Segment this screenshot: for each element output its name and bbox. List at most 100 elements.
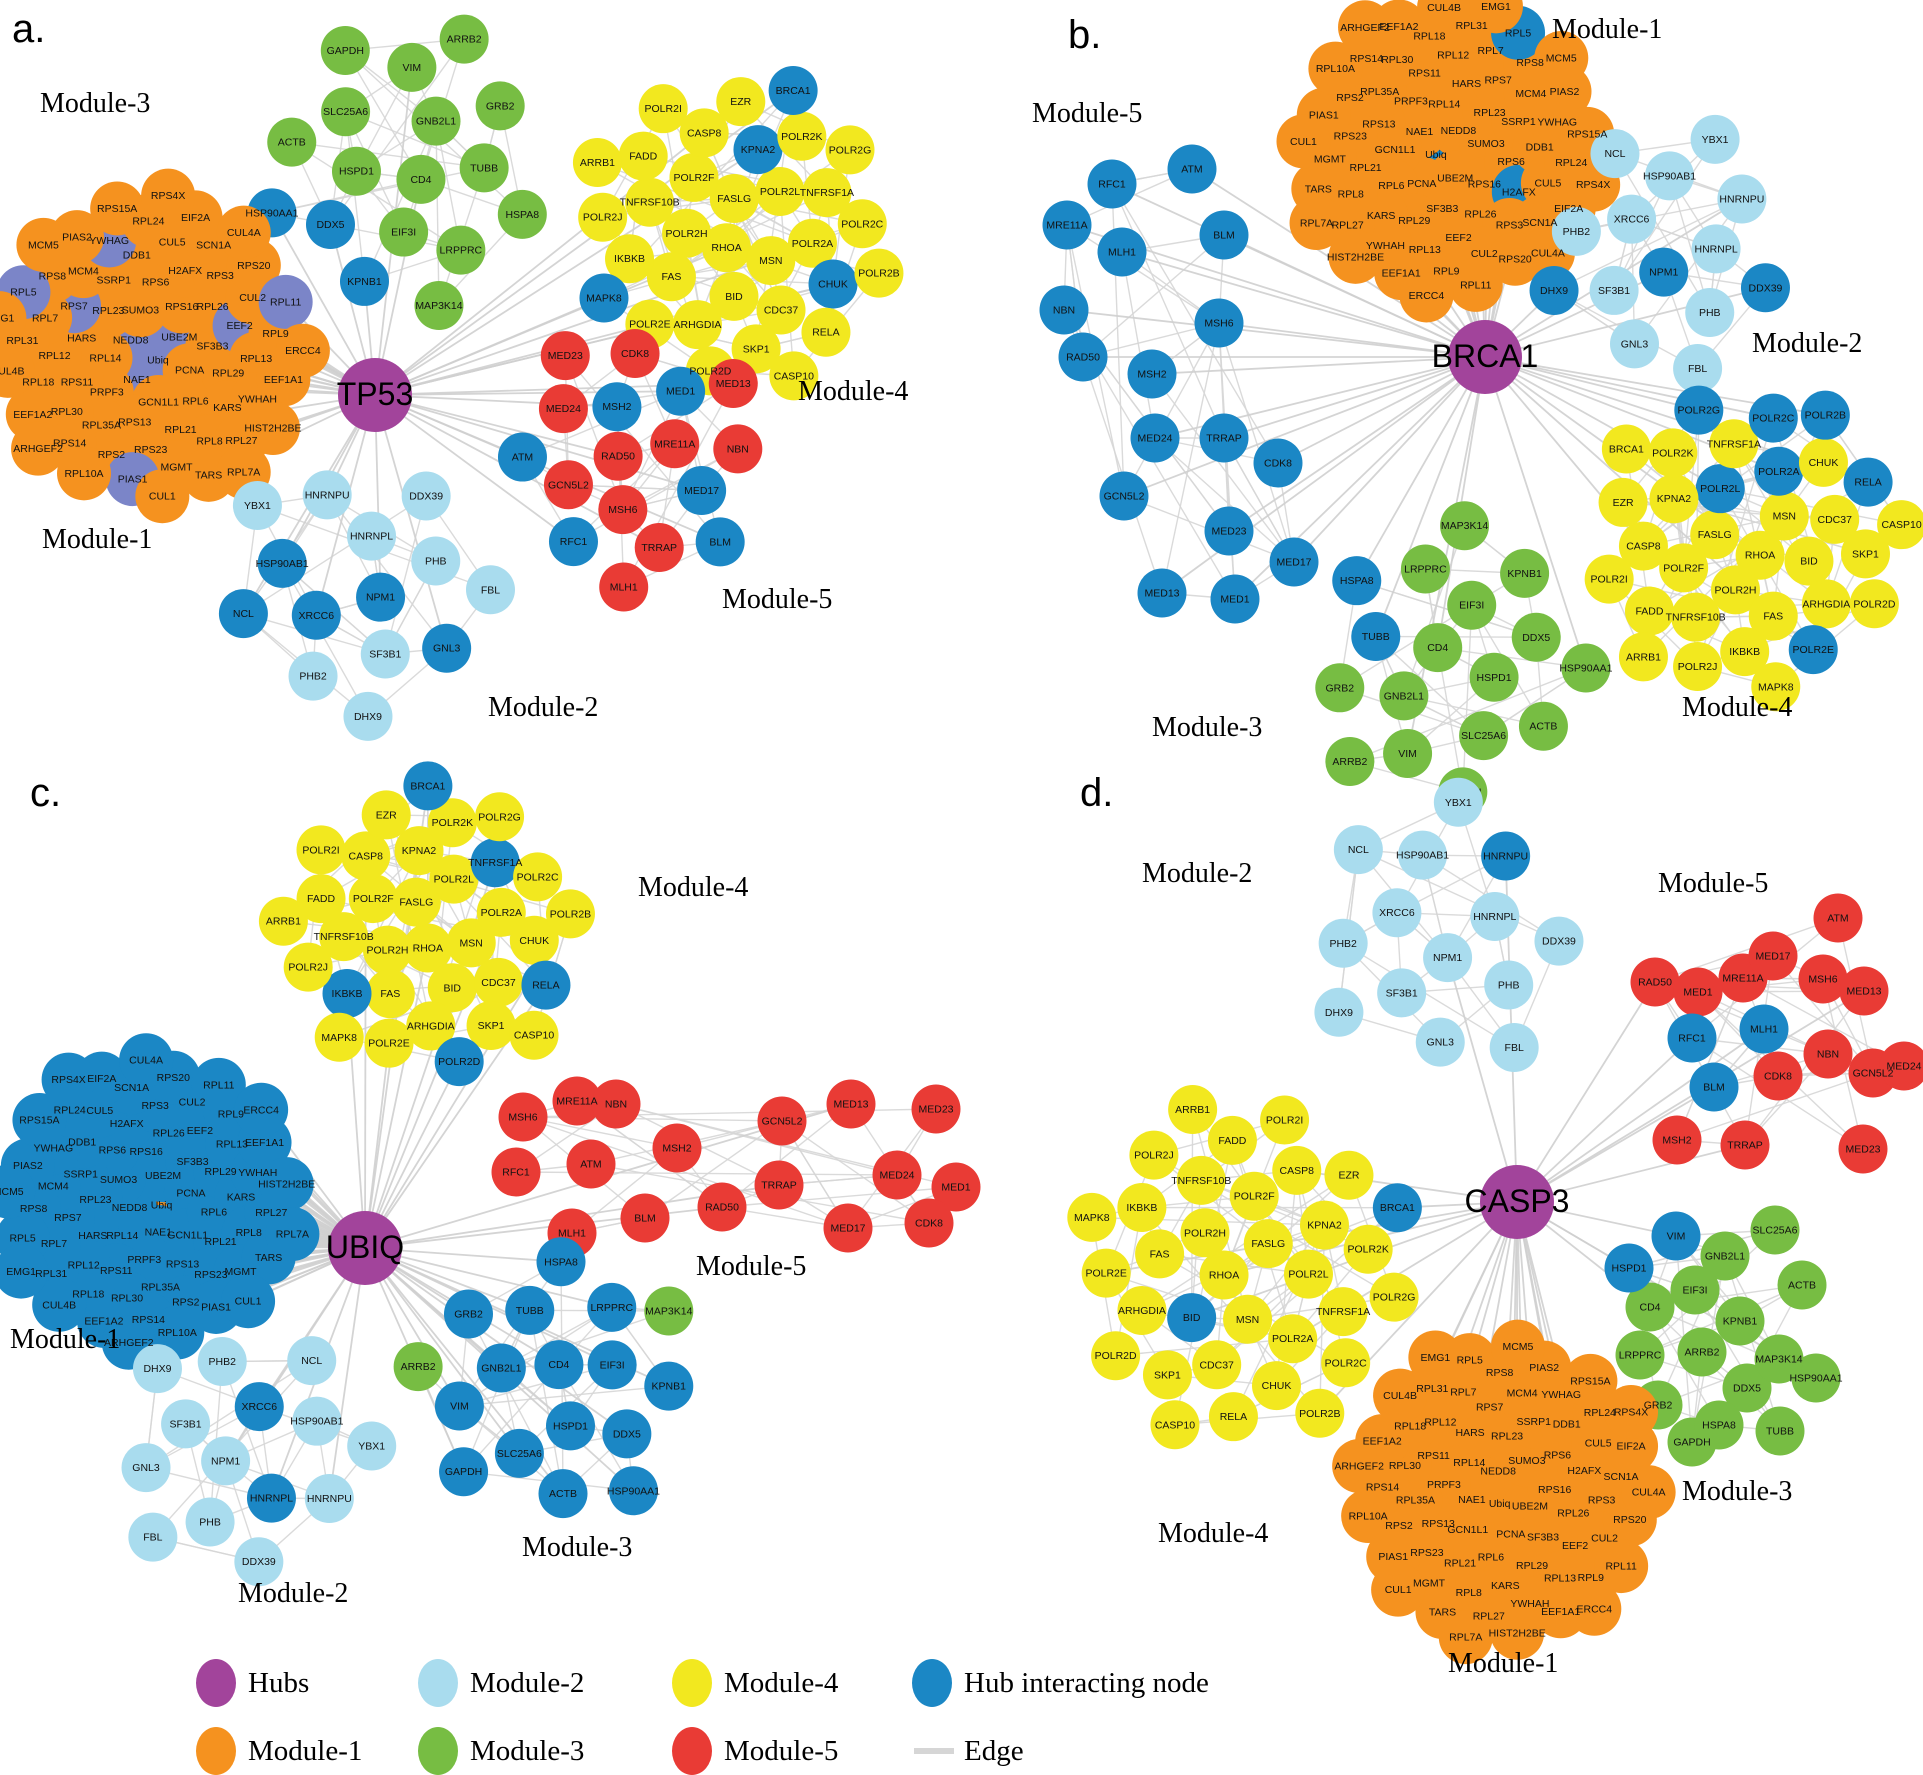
node-PHB[interactable] (411, 536, 461, 586)
node-NPM1[interactable] (201, 1436, 251, 1486)
node-MCM5[interactable] (1534, 31, 1589, 86)
node-MRE11A[interactable] (650, 419, 700, 469)
node-CASP10[interactable] (1877, 500, 1923, 550)
node-ARHGEF2[interactable] (1338, 0, 1393, 55)
node-POLR2C[interactable] (1748, 393, 1798, 443)
node-DDX39[interactable] (1740, 263, 1790, 313)
node-RHOA[interactable] (403, 923, 453, 973)
node-FBL[interactable] (465, 565, 515, 615)
node-IKBKB[interactable] (1720, 627, 1770, 677)
node-FBL[interactable] (1489, 1022, 1539, 1072)
node-HSPA8[interactable] (497, 189, 547, 239)
node-RPL11[interactable] (1594, 1539, 1649, 1594)
node-RELA[interactable] (1843, 457, 1893, 507)
node-ARHGDIA[interactable] (406, 1001, 456, 1051)
node-POLR2L[interactable] (1283, 1249, 1333, 1299)
node-XRCC6[interactable] (1372, 888, 1422, 938)
node-NBN[interactable] (1039, 285, 1089, 335)
node-MSH2[interactable] (1127, 349, 1177, 399)
node-CASP8[interactable] (1272, 1145, 1322, 1195)
node-RAD50[interactable] (1630, 957, 1680, 1007)
node-SLC25A6[interactable] (1750, 1205, 1800, 1255)
node-MED1[interactable] (656, 366, 706, 416)
node-POLR2J[interactable] (578, 192, 628, 242)
node-POLR2D[interactable] (434, 1037, 484, 1087)
node-MLH1[interactable] (599, 562, 649, 612)
node-CASP10[interactable] (509, 1010, 559, 1060)
node-ARRB1[interactable] (572, 138, 622, 188)
node-FASLG[interactable] (1243, 1219, 1293, 1269)
node-ARHGDIA[interactable] (1801, 579, 1851, 629)
node-CASP10[interactable] (1150, 1400, 1200, 1450)
node-MLH1[interactable] (1097, 227, 1147, 277)
node-POLR2J[interactable] (283, 942, 333, 992)
node-NCL[interactable] (1590, 129, 1640, 179)
node-MED1[interactable] (1673, 967, 1723, 1017)
node-RELA[interactable] (801, 307, 851, 357)
hub-node-CASP3[interactable] (1480, 1165, 1554, 1239)
node-CASP10[interactable] (769, 351, 819, 401)
node-MAPK8[interactable] (579, 273, 629, 323)
node-KPNA2[interactable] (733, 125, 783, 175)
node-TUBB[interactable] (505, 1285, 555, 1335)
node-ERCC4[interactable] (275, 323, 330, 378)
node-DDX39[interactable] (234, 1537, 284, 1587)
node-MED24[interactable] (1879, 1041, 1923, 1091)
node-MSH6[interactable] (1798, 954, 1848, 1004)
node-HSPD1[interactable] (331, 146, 381, 196)
node-PHB[interactable] (1685, 287, 1735, 337)
node-NBN[interactable] (591, 1079, 641, 1129)
node-RELA[interactable] (521, 960, 571, 1010)
node-MED17[interactable] (823, 1203, 873, 1253)
node-POLR2F[interactable] (1229, 1171, 1279, 1221)
node-CDK8[interactable] (1253, 438, 1303, 488)
node-SF3B1[interactable] (1589, 265, 1639, 315)
node-HSPD1[interactable] (1469, 652, 1519, 702)
node-XRCC6[interactable] (234, 1382, 284, 1432)
node-ARHGDIA[interactable] (1117, 1286, 1167, 1336)
node-POLR2A[interactable] (1268, 1314, 1318, 1364)
node-TNFRSF1A[interactable] (802, 168, 852, 218)
node-MCM5[interactable] (16, 217, 71, 272)
node-HSP90AB1[interactable] (257, 538, 307, 588)
node-EZR[interactable] (1324, 1150, 1374, 1200)
node-BLM[interactable] (620, 1193, 670, 1243)
node-GNL3[interactable] (1415, 1017, 1465, 1067)
node-MAP3K14[interactable] (1440, 501, 1490, 551)
node-ARHGDIA[interactable] (672, 300, 722, 350)
node-SKP1[interactable] (1142, 1350, 1192, 1400)
node-MSN[interactable] (446, 918, 496, 968)
node-GNB2L1[interactable] (411, 96, 461, 146)
node-RPL11[interactable] (258, 274, 313, 329)
node-KPNB1[interactable] (644, 1361, 694, 1411)
node-POLR2F[interactable] (1659, 543, 1709, 593)
node-EMG1[interactable] (1468, 0, 1523, 34)
node-ATM[interactable] (1167, 144, 1217, 194)
node-POLR2H[interactable] (1180, 1208, 1230, 1258)
node-PHB2[interactable] (288, 651, 338, 701)
node-DDX39[interactable] (1534, 916, 1584, 966)
node-ATM[interactable] (566, 1139, 616, 1189)
node-EZR[interactable] (716, 77, 766, 127)
node-POLR2L[interactable] (429, 854, 479, 904)
node-RPL7A[interactable] (265, 1207, 320, 1262)
node-POLR2G[interactable] (825, 125, 875, 175)
node-DDX39[interactable] (401, 471, 451, 521)
node-MED17[interactable] (1269, 537, 1319, 587)
node-EZR[interactable] (361, 790, 411, 840)
node-FASLG[interactable] (709, 174, 759, 224)
node-ACTB[interactable] (267, 117, 317, 167)
node-HSPA8[interactable] (536, 1237, 586, 1287)
node-FADD[interactable] (1207, 1115, 1257, 1165)
node-HSPA8[interactable] (1694, 1400, 1744, 1450)
node-HSPD1[interactable] (545, 1401, 595, 1451)
node-RPL11[interactable] (191, 1057, 246, 1112)
node-VIM[interactable] (434, 1381, 484, 1431)
node-EIF3I[interactable] (1670, 1265, 1720, 1315)
node-MED24[interactable] (538, 384, 588, 434)
node-TRRAP[interactable] (1199, 413, 1249, 463)
node-MED13[interactable] (708, 358, 758, 408)
node-GRB2[interactable] (1315, 663, 1365, 713)
node-RAD50[interactable] (593, 431, 643, 481)
node-RFC1[interactable] (1667, 1013, 1717, 1063)
